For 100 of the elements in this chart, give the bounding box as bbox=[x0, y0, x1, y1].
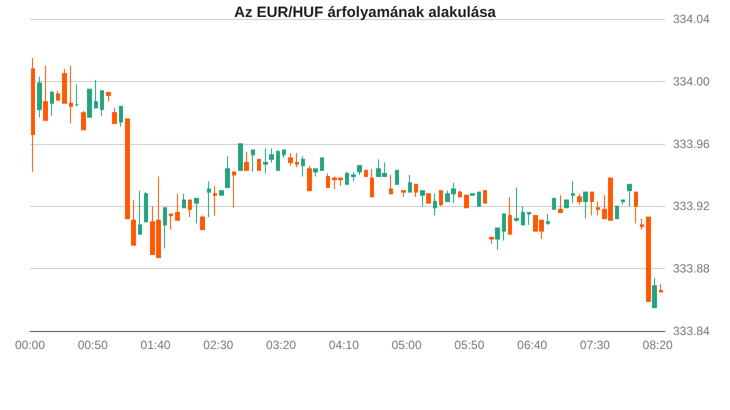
candlestick bbox=[244, 151, 249, 171]
candlestick bbox=[395, 170, 399, 185]
candlestick bbox=[634, 192, 638, 224]
candlestick bbox=[615, 206, 619, 220]
candlestick bbox=[389, 174, 393, 194]
y-tick-label: 333.84 bbox=[673, 324, 710, 338]
candlestick bbox=[357, 165, 362, 176]
candlestick bbox=[483, 190, 487, 204]
candlestick bbox=[627, 184, 632, 207]
candlestick bbox=[546, 214, 550, 226]
candlestick bbox=[659, 284, 663, 292]
x-tick-label: 05:00 bbox=[392, 338, 422, 352]
candlestick bbox=[489, 236, 494, 244]
candlestick bbox=[583, 192, 588, 220]
candlestick bbox=[62, 68, 67, 104]
x-tick-label: 04:10 bbox=[328, 338, 360, 352]
candlestick bbox=[564, 199, 569, 208]
y-tick-label: 333.88 bbox=[673, 262, 710, 276]
x-tick-label: 00:00 bbox=[14, 338, 46, 352]
candlestick bbox=[571, 180, 575, 204]
candlestick bbox=[106, 92, 111, 102]
y-tick-label: 334.04 bbox=[673, 12, 710, 26]
candlestick bbox=[439, 190, 443, 207]
candlestick bbox=[640, 218, 644, 230]
candlestick bbox=[458, 190, 462, 198]
x-tick-label: 06:40 bbox=[517, 338, 548, 352]
candlestick bbox=[307, 165, 312, 192]
candlestick bbox=[502, 214, 506, 242]
candlestick bbox=[621, 199, 625, 206]
candlestick bbox=[301, 156, 305, 178]
candlestick bbox=[50, 90, 54, 116]
candlestick bbox=[364, 170, 368, 178]
y-tick-label: 334.00 bbox=[673, 74, 710, 88]
candlestick bbox=[414, 184, 418, 198]
candlestick bbox=[477, 192, 481, 207]
candlestick bbox=[138, 190, 142, 235]
chart-title: Az EUR/HUF árfolyamának alakulása bbox=[234, 4, 497, 21]
candlestick bbox=[577, 193, 582, 206]
candlestick bbox=[408, 174, 412, 193]
candlestick bbox=[288, 152, 293, 166]
candlestick bbox=[433, 193, 437, 216]
candlestick bbox=[112, 107, 117, 124]
candlestick bbox=[590, 192, 594, 216]
candlestick bbox=[175, 193, 180, 221]
candlestick bbox=[552, 198, 556, 210]
candlestick bbox=[313, 168, 318, 178]
candlestick bbox=[276, 150, 280, 171]
candlestick bbox=[420, 190, 425, 207]
candlestick bbox=[527, 212, 531, 226]
candlestick bbox=[238, 143, 243, 171]
candlestick bbox=[495, 228, 500, 250]
candlestick bbox=[596, 201, 600, 216]
candlestick bbox=[119, 106, 123, 128]
candlestick bbox=[37, 76, 42, 118]
candlestick bbox=[464, 194, 469, 208]
x-tick-label: 02:30 bbox=[203, 338, 234, 352]
candlestick bbox=[263, 148, 268, 174]
candlestick bbox=[188, 199, 192, 218]
candlestick bbox=[320, 157, 324, 171]
candlestick bbox=[75, 84, 79, 107]
candlestick bbox=[125, 118, 130, 220]
y-tick-label: 333.96 bbox=[673, 136, 710, 151]
x-tick-label: 08:20 bbox=[642, 338, 674, 352]
candlestick bbox=[56, 90, 60, 101]
candlestick bbox=[345, 171, 349, 185]
candlestick bbox=[251, 150, 255, 172]
x-tick-label: 07:30 bbox=[580, 338, 610, 352]
candlestick bbox=[200, 215, 205, 230]
candlestick bbox=[351, 171, 356, 182]
x-tick-label: 00:50 bbox=[78, 338, 108, 352]
candlestick bbox=[213, 185, 217, 216]
candlestick bbox=[326, 172, 330, 188]
candlestick bbox=[87, 88, 92, 118]
candlestick bbox=[94, 79, 98, 108]
candlestick bbox=[295, 152, 299, 168]
candlestick bbox=[81, 110, 86, 130]
x-tick-label: 01:40 bbox=[140, 338, 171, 352]
x-tick-label: 05:50 bbox=[454, 338, 485, 352]
candlestick bbox=[225, 156, 230, 188]
candlestick bbox=[144, 192, 148, 222]
candlestick bbox=[269, 148, 274, 164]
candlestick bbox=[370, 168, 374, 198]
candlestick bbox=[43, 65, 48, 121]
candlestick bbox=[182, 193, 186, 208]
candlestick bbox=[508, 196, 512, 235]
candlestick bbox=[194, 198, 199, 224]
candlestick bbox=[257, 158, 261, 171]
x-tick-label: 03:20 bbox=[266, 338, 296, 352]
candlestick bbox=[100, 90, 104, 116]
candlestick bbox=[31, 58, 35, 172]
candlestick bbox=[521, 206, 525, 226]
candlestick bbox=[169, 214, 173, 230]
candlestick bbox=[646, 216, 651, 302]
candlestick bbox=[426, 193, 431, 204]
candlestick bbox=[163, 207, 167, 249]
candlestick bbox=[219, 190, 224, 196]
candlestick bbox=[282, 150, 286, 158]
candlestick bbox=[558, 194, 563, 213]
candlestick bbox=[69, 65, 73, 124]
y-tick-label: 333.92 bbox=[673, 199, 710, 214]
